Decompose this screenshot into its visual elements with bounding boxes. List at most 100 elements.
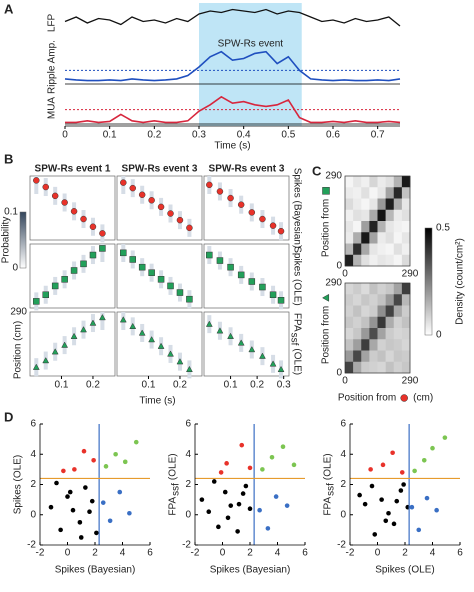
heatmap-cell bbox=[385, 176, 395, 188]
heatmap-cell bbox=[353, 361, 362, 374]
y-tick-label: -2 bbox=[337, 540, 346, 551]
scatter-point bbox=[273, 494, 279, 499]
scatter-point bbox=[291, 462, 297, 468]
y-tick-label: 0 bbox=[30, 509, 36, 520]
y-tick-label: 290 bbox=[325, 278, 342, 289]
marker-triangle bbox=[269, 360, 277, 367]
x-tick-label: 0.2 bbox=[86, 380, 100, 391]
scatter-point bbox=[72, 467, 77, 472]
heatmap-cell bbox=[369, 305, 378, 318]
probability-streak bbox=[100, 244, 105, 262]
marker-circle bbox=[129, 184, 136, 192]
y-axis-label-text: Position from bbox=[321, 199, 332, 257]
heatmap-cell bbox=[345, 232, 354, 244]
marker-circle bbox=[277, 227, 285, 235]
heatmap-cell bbox=[361, 221, 370, 233]
marker-circle bbox=[227, 194, 234, 202]
heatmap-cell bbox=[393, 339, 403, 351]
x-tick-label: 0 bbox=[375, 548, 381, 559]
heatmap-cell bbox=[401, 187, 411, 199]
scatter-point bbox=[379, 497, 384, 502]
trace-label-text: LFP bbox=[47, 14, 58, 33]
heatmap-cell bbox=[401, 176, 411, 188]
heatmap-cell bbox=[361, 350, 370, 363]
scatter-point bbox=[54, 480, 59, 486]
heatmap-cell bbox=[361, 305, 370, 318]
heatmap-cell bbox=[361, 283, 370, 295]
y-axis-label-text: (OLE) bbox=[168, 453, 179, 480]
heatmap-cell bbox=[385, 221, 395, 233]
y-tick-label: 0 bbox=[336, 368, 342, 379]
x-tick-label: 0.1 bbox=[55, 380, 69, 391]
probability-streak bbox=[100, 312, 105, 330]
heatmap-cell bbox=[393, 305, 403, 318]
heatmap-cell bbox=[393, 361, 403, 374]
heatmap-cell bbox=[385, 254, 395, 267]
heatmap-cell bbox=[385, 328, 395, 340]
marker-circle bbox=[259, 215, 266, 223]
heatmap-cell bbox=[345, 243, 354, 256]
heatmap-cell bbox=[393, 187, 403, 199]
heatmap-cell bbox=[361, 209, 370, 222]
marker-circle bbox=[99, 230, 106, 237]
marker-circle bbox=[51, 192, 59, 200]
marker-square bbox=[269, 291, 277, 299]
marker-triangle bbox=[42, 357, 50, 364]
scatter-point bbox=[434, 507, 439, 513]
marker-triangle bbox=[129, 322, 137, 329]
marker-square bbox=[61, 276, 68, 283]
scatter-point bbox=[48, 504, 54, 510]
scatter-point bbox=[412, 468, 417, 474]
colorbar-label: Probability bbox=[1, 217, 12, 264]
heatmap-cell bbox=[401, 221, 411, 233]
scatter-point bbox=[240, 491, 246, 496]
heatmap-cell bbox=[361, 294, 370, 306]
heatmap-cell bbox=[401, 328, 411, 340]
column-title: SPW-Rs event 3 bbox=[209, 164, 285, 175]
heatmap-cell bbox=[385, 198, 395, 211]
heatmap-cell bbox=[393, 221, 403, 233]
marker-triangle bbox=[138, 329, 146, 336]
marker-square bbox=[277, 297, 285, 304]
y-axis-label-group: Spikes (OLE) bbox=[13, 455, 24, 514]
colorbar-label: Density (count/cm²) bbox=[455, 238, 466, 325]
scatter-point bbox=[122, 459, 128, 465]
marker-circle bbox=[167, 210, 174, 217]
scatter-point bbox=[206, 509, 212, 515]
marker-square bbox=[51, 282, 59, 290]
marker-circle bbox=[138, 191, 146, 199]
marker-triangle bbox=[119, 316, 127, 323]
row-label-text: (OLE) bbox=[291, 348, 302, 375]
scatter-point bbox=[399, 470, 405, 475]
y-tick-label: -2 bbox=[27, 540, 36, 551]
heatmap-cell bbox=[369, 198, 378, 211]
y-axis-label-text: Position (cm) bbox=[13, 321, 24, 379]
marker-triangle bbox=[227, 332, 234, 339]
x-axis-label-text: Time (s) bbox=[214, 141, 250, 152]
scatter-point bbox=[391, 521, 397, 527]
marker-circle bbox=[269, 222, 277, 229]
colorbar-tick-label: 0 bbox=[436, 330, 442, 341]
heatmap-cell bbox=[369, 316, 378, 329]
heatmap-cell bbox=[345, 294, 354, 306]
marker-triangle bbox=[148, 336, 156, 343]
scatter-point bbox=[70, 507, 76, 513]
colorbar-label-text: Probability bbox=[1, 217, 12, 264]
scatter-point bbox=[113, 451, 118, 457]
heatmap-cell bbox=[361, 339, 370, 351]
x-tick-label: 0.2 bbox=[250, 380, 264, 391]
marker-square bbox=[157, 276, 165, 283]
event-shading bbox=[199, 3, 302, 126]
heatmap-cell bbox=[377, 176, 386, 188]
scatter-point bbox=[284, 503, 290, 508]
y-axis-label-text: FPA bbox=[323, 497, 334, 516]
scatter-point bbox=[424, 495, 430, 501]
heatmap-cell bbox=[345, 305, 354, 318]
marker-square bbox=[129, 256, 136, 263]
colorbar bbox=[19, 211, 27, 269]
trace-label: Ripple Amp. bbox=[47, 40, 58, 94]
trace-label-group: Ripple Amp. bbox=[47, 40, 58, 94]
